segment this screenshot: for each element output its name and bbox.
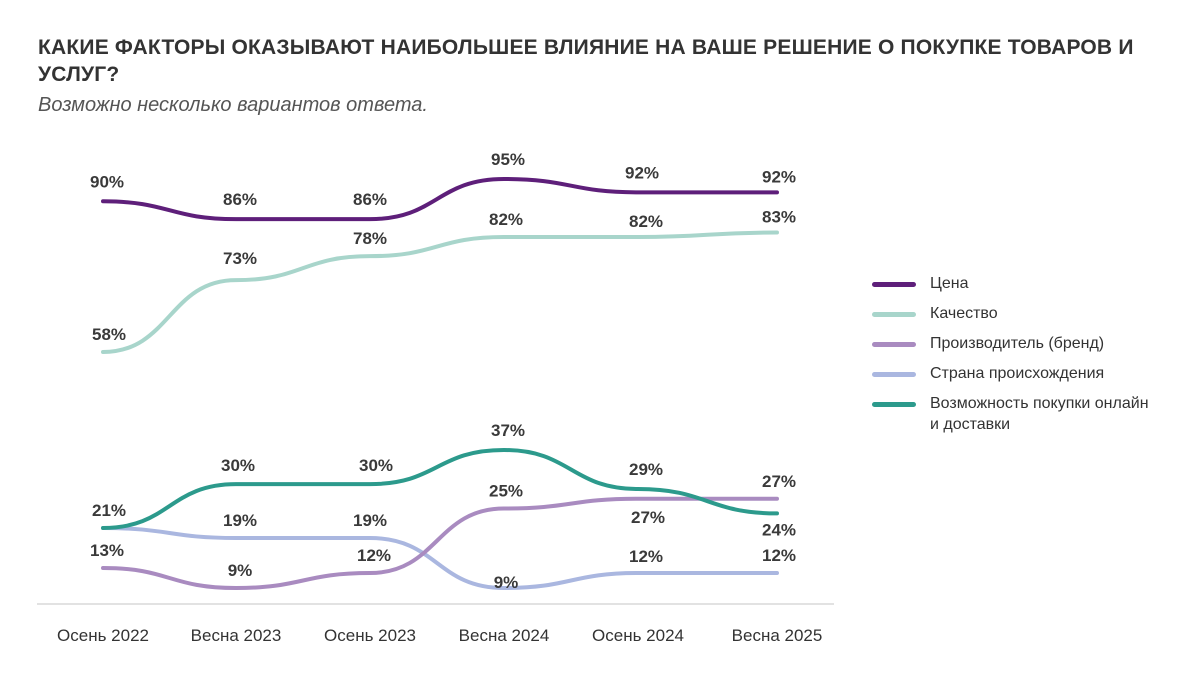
data-label: 86% [223,190,257,209]
legend-swatch [872,372,916,377]
data-label: 12% [357,546,391,565]
data-label: 92% [762,167,796,186]
series-line-0 [101,177,779,222]
series-line-2 [101,496,779,590]
series-line-3 [101,526,779,590]
legend-swatch [872,312,916,317]
data-label: 83% [762,208,796,227]
legend-item: Возможность покупки онлайн и доставки [872,393,1172,435]
legend-swatch [872,342,916,347]
data-label: 9% [494,573,519,592]
x-tick-label: Весна 2023 [191,626,282,645]
data-label: 21% [92,501,126,520]
data-label: 9% [228,561,253,580]
legend-item: Цена [872,273,1172,294]
data-label: 29% [629,460,663,479]
series-line-1 [101,230,779,354]
legend-label: Цена [930,275,969,292]
series-layer [101,177,779,590]
data-label: 82% [489,210,523,229]
data-label: 19% [353,511,387,530]
x-tick-label: Осень 2023 [324,626,416,645]
legend-label: Возможность покупки онлайн и доставки [930,395,1149,433]
data-label: 19% [223,511,257,530]
legend-label: Производитель (бренд) [930,335,1105,352]
legend-item: Страна происхождения [872,363,1172,384]
legend-item: Качество [872,303,1172,324]
x-tick-label: Осень 2024 [592,626,684,645]
data-label: 37% [491,421,525,440]
data-label: 30% [359,456,393,475]
data-label: 24% [762,520,796,539]
x-tick-label: Осень 2022 [57,626,149,645]
x-tick-layer: Осень 2022 Весна 2023 Осень 2023 Весна 2024… [57,626,822,645]
data-label: 58% [92,325,126,344]
data-label: 86% [353,190,387,209]
x-tick-label: Весна 2025 [732,626,823,645]
data-label: 12% [762,546,796,565]
data-label: 25% [489,482,523,501]
data-label: 92% [625,163,659,182]
data-label: 13% [90,541,124,560]
x-tick-label: Весна 2024 [459,626,550,645]
chart-title: КАКИЕ ФАКТОРЫ ОКАЗЫВАЮТ НАИБОЛЬШЕЕ ВЛИЯН… [38,36,1134,86]
chart-subtitle: Возможно несколько вариантов ответа. [38,94,428,116]
legend-item: Производитель (бренд) [872,333,1172,354]
series-line-4 [101,448,779,530]
data-label: 12% [629,547,663,566]
legend: Цена Качество Производитель (бренд) Страна … [872,273,1172,444]
data-label: 90% [90,172,124,191]
legend-swatch [872,402,916,407]
data-label-layer: 19% 19% 9% 12% 12% 13% 9% 12% 25% 27% 27% 58% 73% 78%… [90,150,796,592]
data-label: 27% [762,472,796,491]
data-label: 78% [353,229,387,248]
legend-label: Качество [930,305,998,322]
data-label: 30% [221,456,255,475]
data-label: 73% [223,249,257,268]
data-label: 95% [491,150,525,169]
data-label: 27% [631,508,665,527]
legend-swatch [872,282,916,287]
legend-label: Страна происхождения [930,365,1105,382]
data-label: 82% [629,212,663,231]
